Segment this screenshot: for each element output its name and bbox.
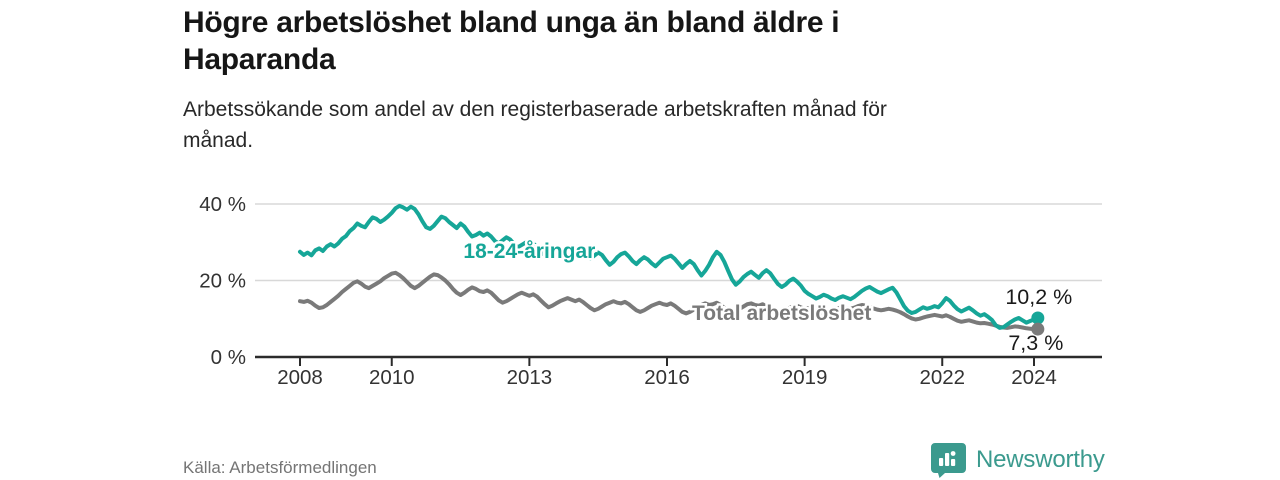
page-title: Högre arbetslöshet bland unga än bland ä… [183, 6, 840, 76]
series-line-1 [298, 270, 1040, 332]
chart-subtitle: Arbetssökande som andel av den registerb… [183, 98, 887, 152]
x-tick-label: 2016 [644, 366, 690, 389]
x-tick-label: 2019 [782, 366, 828, 389]
series-end-value-1: 7,3 % [1008, 331, 1063, 355]
y-tick-label: 40 % [199, 193, 246, 216]
newsworthy-icon [931, 443, 966, 478]
series-line-0 [298, 203, 1040, 330]
series-label-1: Total arbetslöshet [692, 302, 871, 325]
x-tick-label: 2024 [1011, 366, 1057, 389]
line-chart-svg: 0 % 20 % 40 % 2008 2010 2013 2016 2019 2022 2024 1… [199, 193, 1102, 389]
brand-logo: Newsworthy [930, 442, 1105, 478]
x-tick-label: 2013 [507, 366, 553, 389]
x-tick-label: 2010 [369, 366, 415, 389]
y-tick-label: 0 % [211, 346, 246, 369]
x-tick-label: 2022 [919, 366, 965, 389]
source-note: Källa: Arbetsförmedlingen [183, 458, 377, 477]
x-tick-label: 2008 [277, 366, 323, 389]
brand-name: Newsworthy [976, 446, 1105, 473]
series-label-0: 18-24-åringar [463, 240, 595, 263]
series-end-dot-1 [1031, 322, 1045, 336]
line-chart: 0 % 20 % 40 % 2008 2010 2013 2016 2019 2022 2024 1… [180, 188, 1120, 400]
bar-chart-glyph [939, 451, 956, 466]
series-end-dot-0 [1031, 311, 1045, 325]
y-tick-label: 20 % [199, 270, 246, 293]
series-end-value-0: 10,2 % [1005, 285, 1072, 309]
